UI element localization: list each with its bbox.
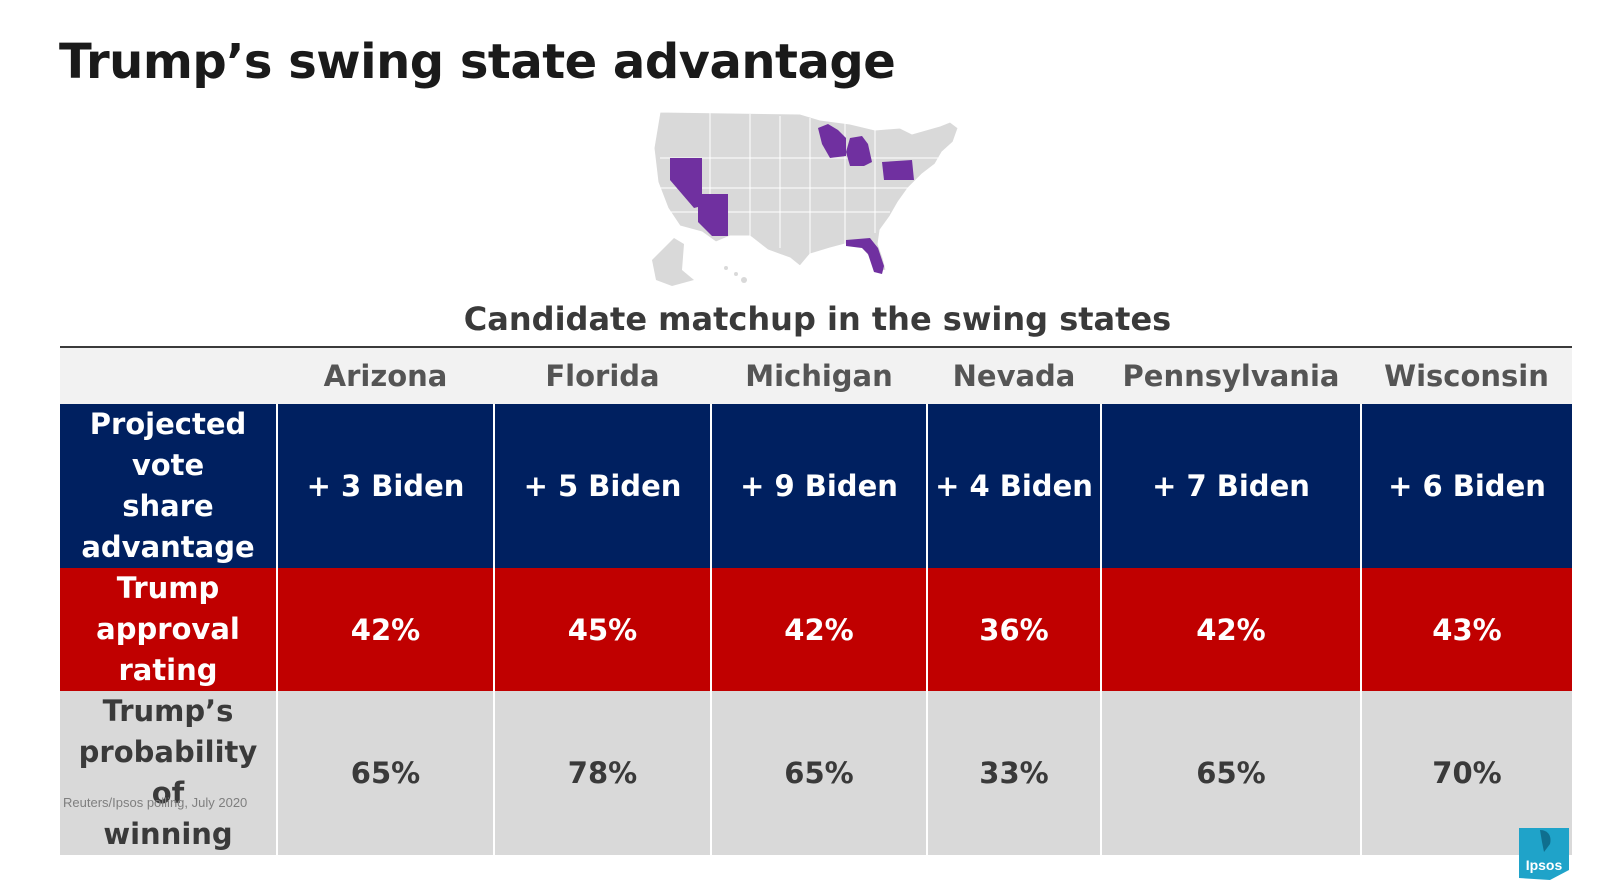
table-cell: 65% [276,691,494,855]
page-title: Trump’s swing state advantage [59,34,896,90]
swing-states [670,124,914,274]
wisconsin-shape [818,124,846,158]
michigan-shape [846,136,872,166]
state-header: Florida [494,348,711,404]
ipsos-logo: Ipsos [1519,828,1569,880]
table-cell: 70% [1360,691,1572,855]
table-subtitle: Candidate matchup in the swing states [463,300,1172,338]
table-cell: 78% [493,691,711,855]
svg-text:Ipsos: Ipsos [1526,857,1563,873]
row-label: Trump’s probability of winning [60,691,277,855]
nevada-shape [670,158,702,208]
hawaii-shape [724,266,728,270]
table-cell: + 6 Biden [1360,404,1572,568]
table-cell: 42% [1100,568,1361,691]
corner-cell [60,348,277,404]
row-label: Trump approval rating [60,568,277,691]
swing-state-table: Arizona Florida Michigan Nevada Pennsylv… [60,348,1572,855]
table-cell: + 5 Biden [493,404,711,568]
table-cell: 42% [710,568,927,691]
us-mainland-shape [653,111,959,273]
approval-row: Trump approval rating 42% 45% 42% 36% 42… [60,568,1572,691]
table-cell: + 7 Biden [1100,404,1361,568]
state-header: Pennsylvania [1101,348,1361,404]
row-label: Projected vote share advantage [60,404,277,568]
us-swing-state-map [652,111,959,286]
table-cell: 33% [926,691,1101,855]
pennsylvania-shape [882,160,914,180]
header-rule [60,346,1572,348]
vote-share-row: Projected vote share advantage + 3 Biden… [60,404,1572,568]
table-cell: 42% [276,568,494,691]
state-header: Arizona [277,348,494,404]
table-cell: 36% [926,568,1101,691]
table-cell: + 9 Biden [710,404,927,568]
table-cell: 65% [1100,691,1361,855]
alaska-shape [652,238,694,286]
table-cell: 65% [710,691,927,855]
state-header: Nevada [927,348,1101,404]
state-header: Wisconsin [1361,348,1572,404]
probability-row: Trump’s probability of winning 65% 78% 6… [60,691,1572,855]
arizona-shape [698,194,728,236]
table-cell: 43% [1360,568,1572,691]
state-header: Michigan [711,348,927,404]
table-header-row: Arizona Florida Michigan Nevada Pennsylv… [60,348,1572,404]
table-cell: + 4 Biden [926,404,1101,568]
florida-shape [846,238,884,274]
source-note: Reuters/Ipsos polling, July 2020 [63,795,248,810]
table-cell: + 3 Biden [276,404,494,568]
table-cell: 45% [493,568,711,691]
